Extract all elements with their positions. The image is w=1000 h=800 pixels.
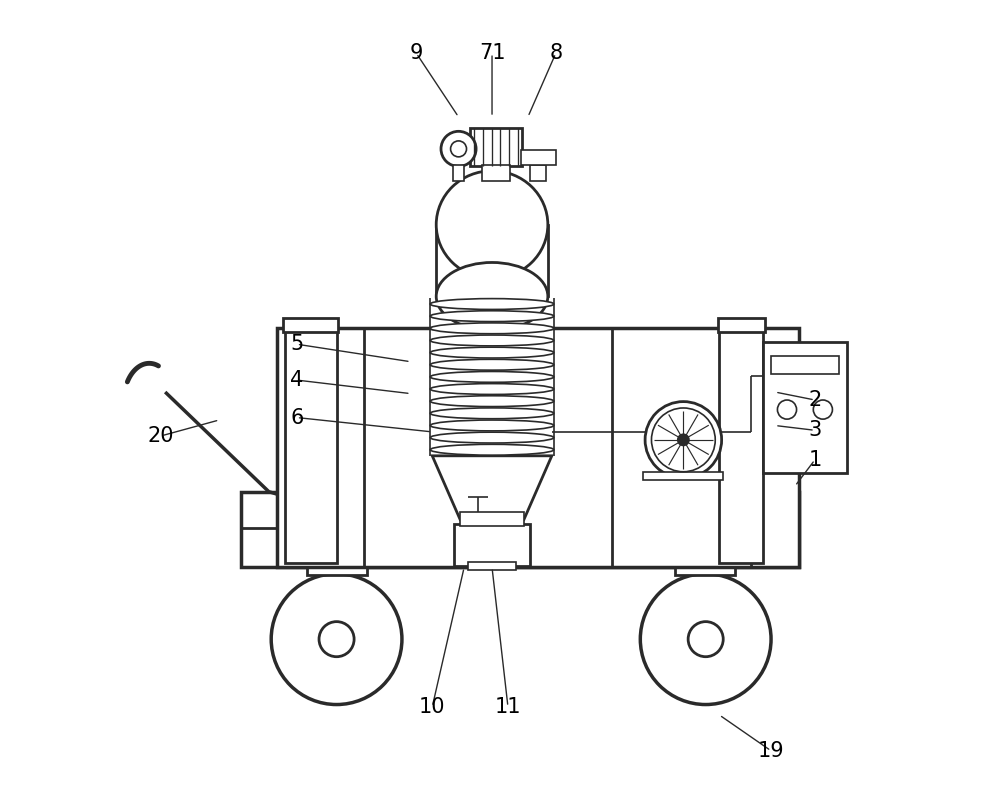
Circle shape	[645, 402, 722, 478]
Circle shape	[271, 574, 402, 705]
Bar	[470, 128, 522, 166]
Text: 71: 71	[479, 43, 505, 63]
Text: 9: 9	[410, 43, 423, 63]
Bar	[521, 150, 556, 165]
Bar	[285, 328, 337, 563]
Bar	[675, 563, 735, 575]
Text: 3: 3	[808, 420, 822, 440]
Bar	[771, 356, 839, 374]
Bar	[453, 165, 464, 181]
Text: 5: 5	[290, 334, 303, 354]
Bar	[277, 328, 799, 567]
Ellipse shape	[436, 170, 548, 278]
Text: 20: 20	[148, 426, 174, 446]
Text: 2: 2	[808, 390, 822, 410]
Circle shape	[319, 622, 354, 657]
Text: 4: 4	[290, 370, 303, 390]
Bar	[719, 328, 763, 563]
Ellipse shape	[430, 396, 554, 406]
Ellipse shape	[430, 408, 554, 418]
Ellipse shape	[430, 444, 554, 455]
Bar	[643, 472, 723, 480]
Ellipse shape	[430, 359, 554, 370]
Circle shape	[651, 408, 715, 472]
Bar	[530, 165, 546, 181]
Ellipse shape	[430, 347, 554, 358]
Bar	[241, 492, 799, 567]
Bar	[718, 318, 765, 332]
Bar	[454, 524, 530, 566]
Bar	[468, 562, 516, 570]
Bar	[436, 225, 548, 296]
Ellipse shape	[430, 335, 554, 346]
Ellipse shape	[430, 384, 554, 394]
Circle shape	[813, 400, 832, 419]
Ellipse shape	[430, 323, 554, 334]
Circle shape	[640, 574, 771, 705]
Bar	[482, 165, 510, 181]
Bar	[283, 318, 338, 332]
Text: 6: 6	[290, 407, 303, 427]
Circle shape	[451, 141, 467, 157]
Polygon shape	[432, 456, 552, 519]
Text: 19: 19	[758, 741, 784, 761]
Bar	[763, 342, 847, 474]
Text: 11: 11	[495, 697, 521, 717]
Ellipse shape	[430, 432, 554, 443]
Text: 10: 10	[419, 697, 445, 717]
Circle shape	[688, 622, 723, 657]
Ellipse shape	[430, 371, 554, 382]
Ellipse shape	[430, 298, 554, 310]
Bar	[307, 563, 367, 575]
Text: 8: 8	[549, 43, 562, 63]
Ellipse shape	[430, 310, 554, 322]
Text: 1: 1	[808, 450, 822, 470]
Ellipse shape	[430, 420, 554, 431]
Circle shape	[678, 434, 689, 446]
Circle shape	[441, 131, 476, 166]
Ellipse shape	[436, 262, 548, 330]
Circle shape	[777, 400, 797, 419]
Bar	[460, 512, 524, 526]
